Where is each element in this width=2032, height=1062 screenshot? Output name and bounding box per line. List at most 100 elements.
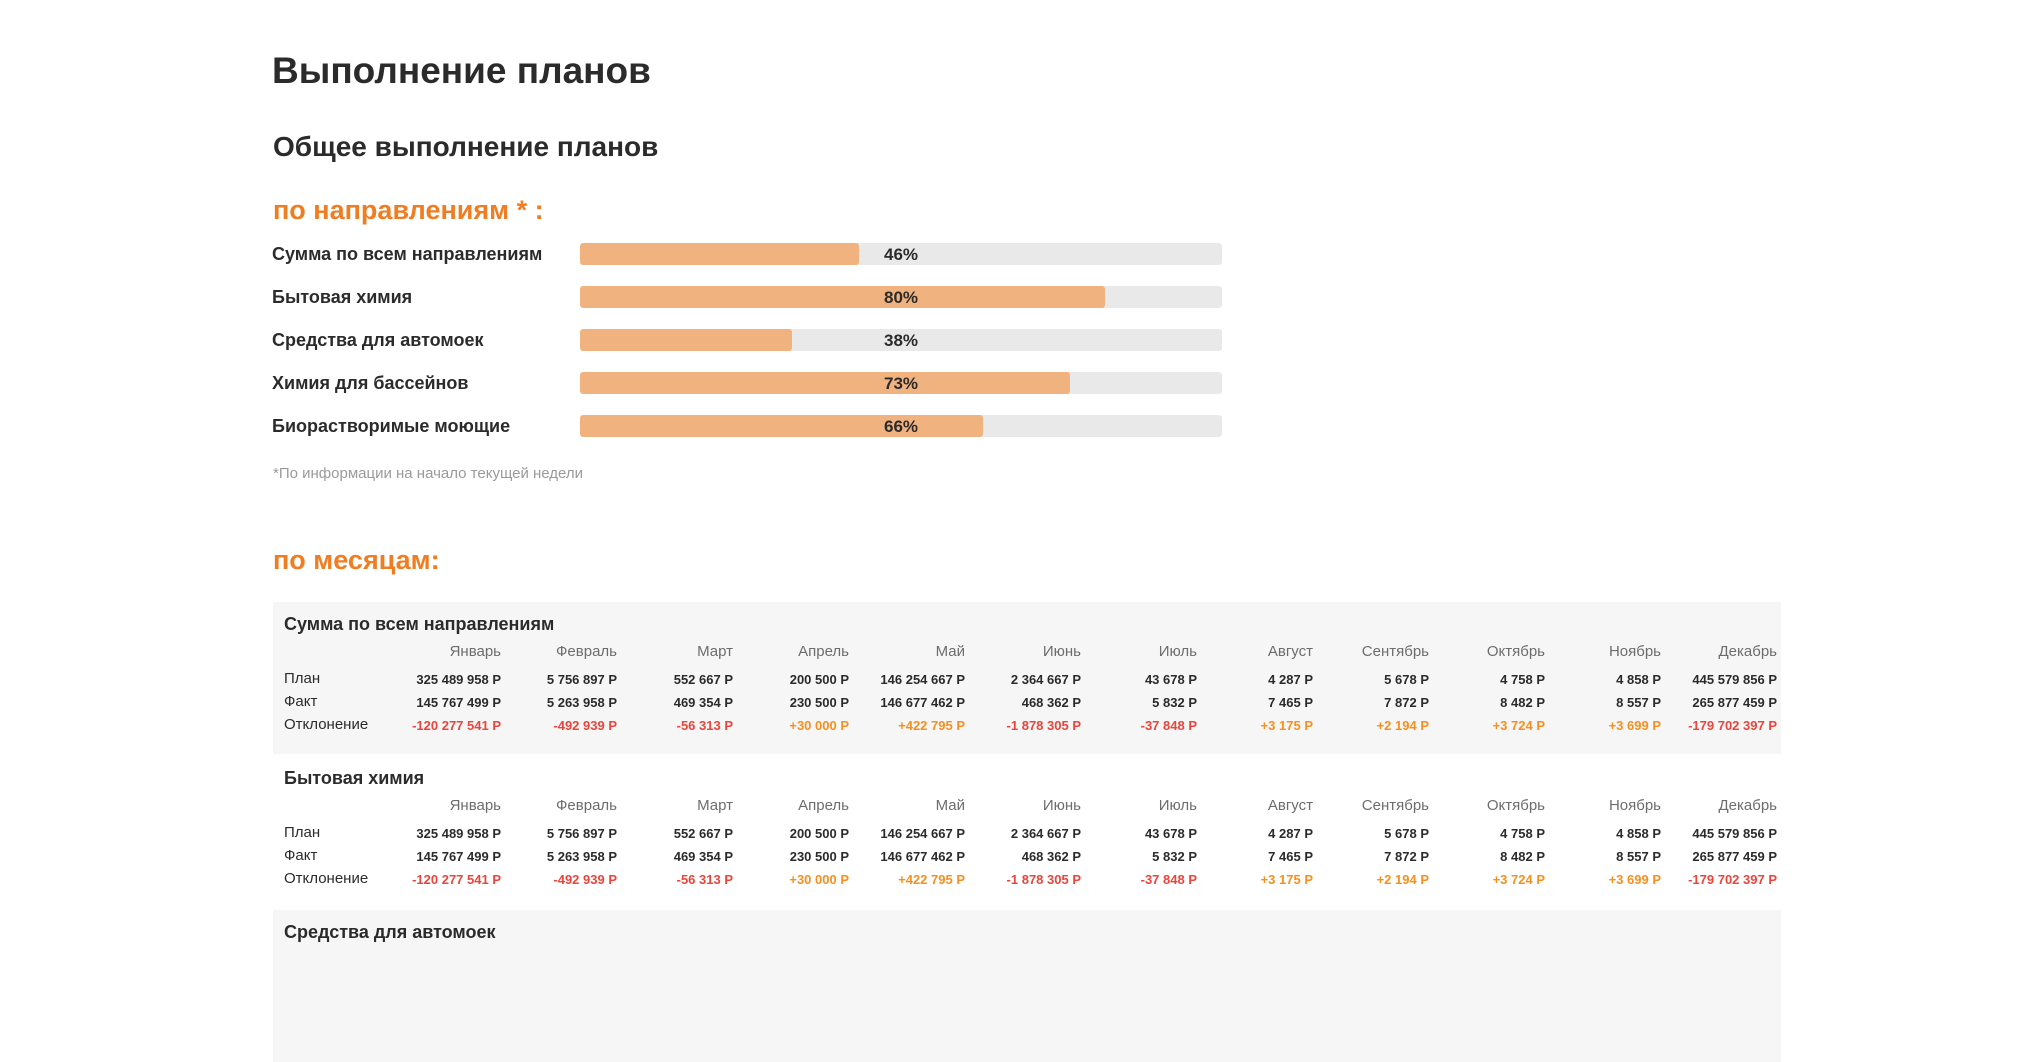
footnote: *По информации на начало текущей недели — [273, 465, 584, 482]
deviation-cell: +422 795 Р — [898, 718, 965, 733]
plan-cell: 5 678 Р — [1384, 826, 1429, 841]
fact-cell: 230 500 Р — [789, 849, 849, 864]
month-header: Июль — [1158, 643, 1197, 660]
deviation-cell: -1 878 305 Р — [1006, 718, 1081, 733]
deviation-cell: +30 000 Р — [789, 718, 849, 733]
plan-cell: 5 678 Р — [1384, 672, 1429, 687]
fact-cell: 5 832 Р — [1152, 849, 1197, 864]
plan-cell: 4 758 Р — [1500, 826, 1545, 841]
fact-cell: 230 500 Р — [789, 695, 849, 710]
fact-cell: 469 354 Р — [673, 695, 733, 710]
direction-label: Бытовая химия — [272, 287, 413, 307]
plan-cell: 445 579 856 Р — [1692, 672, 1777, 687]
fact-cell: 146 677 462 Р — [880, 849, 965, 864]
deviation-cell: -179 702 397 Р — [1688, 872, 1777, 887]
deviation-cell: +422 795 Р — [898, 872, 965, 887]
monthly-table: Бытовая химия Январь Февраль Март Апрель Май И… — [273, 756, 1781, 908]
deviation-cell: -1 878 305 Р — [1006, 872, 1081, 887]
fact-cell: 145 767 499 Р — [416, 849, 501, 864]
fact-cell: 146 677 462 Р — [880, 695, 965, 710]
month-header: Март — [697, 643, 733, 660]
deviation-cell: +2 194 Р — [1376, 872, 1429, 887]
deviation-cell: +2 194 Р — [1376, 718, 1429, 733]
direction-row: Средства для автомоек 38% — [272, 328, 1232, 354]
row-label: План — [284, 670, 321, 687]
deviation-cell: +3 175 Р — [1260, 872, 1313, 887]
plan-cell: 4 287 Р — [1268, 826, 1313, 841]
month-header: Февраль — [556, 643, 617, 660]
progress-percent: 73% — [883, 374, 919, 393]
month-header: Май — [935, 643, 965, 660]
fact-cell: 5 263 958 Р — [546, 849, 617, 864]
fact-cell: 8 482 Р — [1500, 695, 1545, 710]
plan-cell: 146 254 667 Р — [880, 672, 965, 687]
page-title: Выполнение планов — [272, 50, 651, 91]
deviation-cell: -56 313 Р — [676, 718, 733, 733]
month-header: Июнь — [1042, 643, 1081, 660]
fact-cell: 7 872 Р — [1384, 695, 1429, 710]
plan-cell: 5 756 897 Р — [546, 672, 617, 687]
month-header: Сентябрь — [1361, 643, 1429, 660]
row-label: Отклонение — [284, 716, 369, 733]
deviation-cell: +3 699 Р — [1608, 718, 1661, 733]
monthly-table: Сумма по всем направлениям Январь Февраль М… — [273, 602, 1781, 754]
monthly-table-title: Средства для автомоек — [284, 922, 496, 942]
fact-cell: 5 263 958 Р — [546, 695, 617, 710]
fact-cell: 5 832 Р — [1152, 695, 1197, 710]
month-header: Сентябрь — [1361, 797, 1429, 814]
progress-bar: 46% — [580, 243, 1222, 265]
progress-bar-fill — [580, 372, 1070, 394]
deviation-cell: -37 848 Р — [1140, 718, 1197, 733]
progress-bar-fill — [580, 415, 983, 437]
fact-cell: 8 482 Р — [1500, 849, 1545, 864]
row-deviation: Отклонение -120 277 541 Р -492 939 Р -56 31… — [273, 716, 1781, 738]
month-header: Декабрь — [1718, 643, 1777, 660]
monthly-table-title: Бытовая химия — [284, 768, 425, 788]
plan-cell: 2 364 667 Р — [1010, 672, 1081, 687]
fact-cell: 7 872 Р — [1384, 849, 1429, 864]
row-plan: План 325 489 958 Р 5 756 897 Р 552 667 Р 200… — [273, 670, 1781, 692]
row-fact: Факт 145 767 499 Р 5 263 958 Р 469 354 Р 230… — [273, 693, 1781, 715]
row-label: Факт — [284, 693, 318, 710]
direction-row: Сумма по всем направлениям 46% — [272, 242, 1232, 268]
plan-cell: 200 500 Р — [789, 672, 849, 687]
plan-cell: 2 364 667 Р — [1010, 826, 1081, 841]
fact-cell: 265 877 459 Р — [1692, 695, 1777, 710]
plan-cell: 43 678 Р — [1144, 672, 1197, 687]
plan-cell: 552 667 Р — [673, 826, 733, 841]
month-header: Январь — [449, 797, 501, 814]
fact-cell: 469 354 Р — [673, 849, 733, 864]
monthly-table: Средства для автомоек — [273, 910, 1781, 1062]
plan-cell: 200 500 Р — [789, 826, 849, 841]
month-header: Апрель — [798, 797, 849, 814]
progress-bar: 73% — [580, 372, 1222, 394]
progress-bar-fill — [580, 329, 792, 351]
month-header: Июнь — [1042, 797, 1081, 814]
fact-cell: 8 557 Р — [1616, 695, 1661, 710]
deviation-cell: -120 277 541 Р — [412, 872, 501, 887]
direction-label: Средства для автомоек — [272, 330, 484, 350]
progress-percent: 46% — [883, 245, 919, 264]
months-heading: по месяцам: — [273, 545, 440, 575]
fact-cell: 7 465 Р — [1268, 695, 1313, 710]
direction-row: Химия для бассейнов 73% — [272, 371, 1232, 397]
plan-cell: 5 756 897 Р — [546, 826, 617, 841]
progress-bar: 38% — [580, 329, 1222, 351]
month-header: Август — [1267, 643, 1313, 660]
deviation-cell: -37 848 Р — [1140, 872, 1197, 887]
section-subtitle: Общее выполнение планов — [273, 131, 659, 162]
progress-percent: 66% — [883, 417, 919, 436]
plan-cell: 552 667 Р — [673, 672, 733, 687]
deviation-cell: +3 724 Р — [1492, 872, 1545, 887]
row-label: Отклонение — [284, 870, 369, 887]
row-fact: Факт 145 767 499 Р 5 263 958 Р 469 354 Р 230… — [273, 847, 1781, 869]
month-header-row: Январь Февраль Март Апрель Май Июнь Июль Август… — [273, 797, 1781, 819]
progress-bar-fill — [580, 243, 860, 265]
month-header: Апрель — [798, 643, 849, 660]
directions-heading: по направлениям * : — [273, 195, 544, 225]
deviation-cell: +3 699 Р — [1608, 872, 1661, 887]
monthly-table-title: Сумма по всем направлениям — [284, 614, 555, 634]
plan-cell: 43 678 Р — [1144, 826, 1197, 841]
fact-cell: 468 362 Р — [1021, 849, 1081, 864]
fact-cell: 7 465 Р — [1268, 849, 1313, 864]
